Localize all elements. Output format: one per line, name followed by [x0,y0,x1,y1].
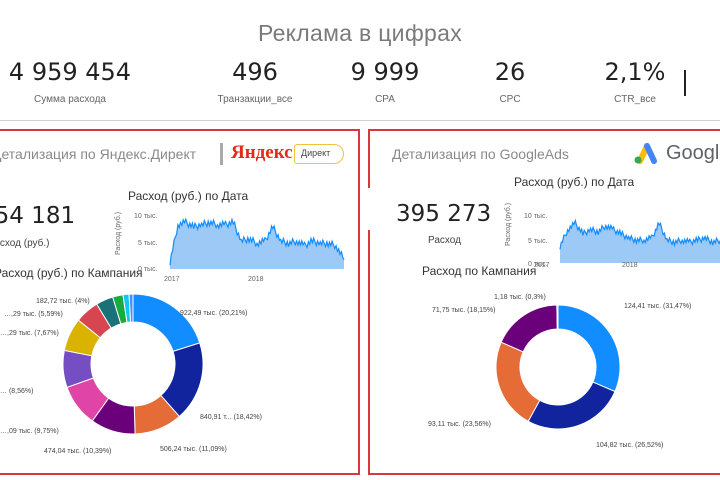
yandex-donut-labels: 922,49 тыс. (20,21%) 840,91 т... (18,42%… [0,298,262,455]
kpi-ctr-label: CTR_все [614,94,656,105]
google-panel: Детализация по GoogleAds Google 395 273 … [368,129,720,475]
kpi-divider [0,120,720,121]
google-donut-label-2: 93,11 тыс. (23,56%) [428,421,491,428]
yandex-xtick-1: 2018 [248,276,264,283]
area-fill [560,220,720,263]
yandex-donut-label-5: … (8,56%) [0,388,33,395]
yandex-donut-label-3: 474,04 тыс. (10,39%) [44,448,111,455]
panel-gap [362,188,374,230]
yandex-donut-label-7: …,29 тыс. (5,59%) [4,311,63,318]
google-ads-logo-icon [634,143,657,164]
yandex-logo-separator [220,143,223,165]
donut-slice-1[interactable] [527,381,616,430]
google-donut-label-0: 124,41 тыс. (31,47%) [624,303,691,310]
yandex-total-label: Расход (руб.) [0,238,50,249]
yandex-ytick-2: 0 тыс. [138,266,158,273]
google-donut-label-4: 1,18 тыс. (0,3%) [494,294,546,301]
donut-slice-4[interactable] [556,304,559,330]
google-donut-label-3: 71,75 тыс. (18,15%) [432,307,496,314]
google-ytick-1: 5 тыс. [528,238,548,245]
yandex-panel-title: Детализация по Яндекс.Директ [0,146,197,162]
google-line-title: Расход (руб.) по Дата [514,175,635,189]
kpi-total-spend-label: Сумма расхода [34,94,106,105]
yandex-panel: Детализация по Яндекс.Директ Яндекс Дире… [0,129,360,475]
yandex-area-series [169,217,345,269]
kpi-total-spend-value: 4 959 454 [8,58,132,86]
kpi-cpc-value: 26 [494,58,526,86]
google-area-series [559,218,720,263]
yandex-xtick-0: 2017 [164,276,180,283]
google-line-ylabel: Расход (руб.) [504,203,512,246]
google-total-label: Расход [428,235,461,246]
yandex-ytick-0: 10 тыс. [134,213,157,220]
yandex-line-title: Расход (руб.) по Дата [128,189,249,203]
yandex-donut-label-2: 506,24 тыс. (11,09%) [160,446,227,453]
donut-slice-11[interactable] [128,293,134,323]
google-donut-labels: 124,41 тыс. (31,47%) 104,82 тыс. (26,52%… [428,294,691,449]
yandex-donut-title: Расход (руб.) по Кампания [0,266,143,280]
kpi-transactions-label: Транзакции_все [217,94,293,105]
kpi-cpa-label: CPA [375,94,395,105]
kpi-edge-marker [684,70,686,96]
yandex-line-chart: Расход (руб.) 10 тыс. 5 тыс. 0 тыс. 2017… [114,212,345,283]
yandex-donut-label-0: 922,49 тыс. (20,21%) [180,310,247,317]
google-total-value: 395 273 [396,201,492,227]
kpi-cpc-label: CPC [499,94,521,105]
donut-slice-2[interactable] [495,341,541,423]
google-logo: Google [666,142,720,164]
yandex-donut-label-4: …,09 тыс. (9,75%) [0,428,59,435]
yandex-total-value: 954 181 [0,203,76,229]
yandex-donut-label-1: 840,91 т... (18,42%) [200,414,262,421]
yandex-donut-label-8: 182,72 тыс. (4%) [36,298,90,305]
yandex-donut-chart: 922,49 тыс. (20,21%) 840,91 т... (18,42%… [0,293,262,455]
donut-slice-0[interactable] [132,293,201,352]
google-line-mask [498,257,518,265]
page-title: Реклама в цифрах [257,20,463,46]
google-ytick-2: 0 тыс. [528,261,548,268]
donut-slice-0[interactable] [557,304,621,393]
google-ytick-0: 10 тыс. [524,213,547,220]
google-donut-title: Расход по Кампания [422,264,537,278]
yandex-ytick-1: 5 тыс. [138,240,158,247]
yandex-direct-badge: Директ [294,144,344,164]
google-panel-title: Детализация по GoogleAds [392,146,569,162]
yandex-line-ylabel: Расход (руб.) [114,212,122,255]
google-donut-label-1: 104,82 тыс. (26,52%) [596,442,663,449]
yandex-donut-label-6: …,29 тыс. (7,67%) [0,330,59,337]
google-line-chart: Расход (руб.) 10 тыс. 5 тыс. 0 тыс. 2017… [504,203,720,269]
kpi-transactions-value: 496 [232,58,278,86]
kpi-ctr-value: 2,1% [604,58,666,86]
google-donut-chart: 124,41 тыс. (31,47%) 104,82 тыс. (26,52%… [428,294,691,449]
kpi-cpa-value: 9 999 [350,58,420,86]
donut-slice-3[interactable] [500,304,558,353]
area-line [169,217,345,266]
google-xtick-0: 2017 [534,262,550,269]
spacer [370,243,515,269]
yandex-logo: Яндекс [231,142,293,163]
area-line [559,218,720,250]
google-xtick-1: 2018 [622,262,638,269]
yandex-donut-slices [62,293,204,435]
google-donut-slices [495,304,621,430]
